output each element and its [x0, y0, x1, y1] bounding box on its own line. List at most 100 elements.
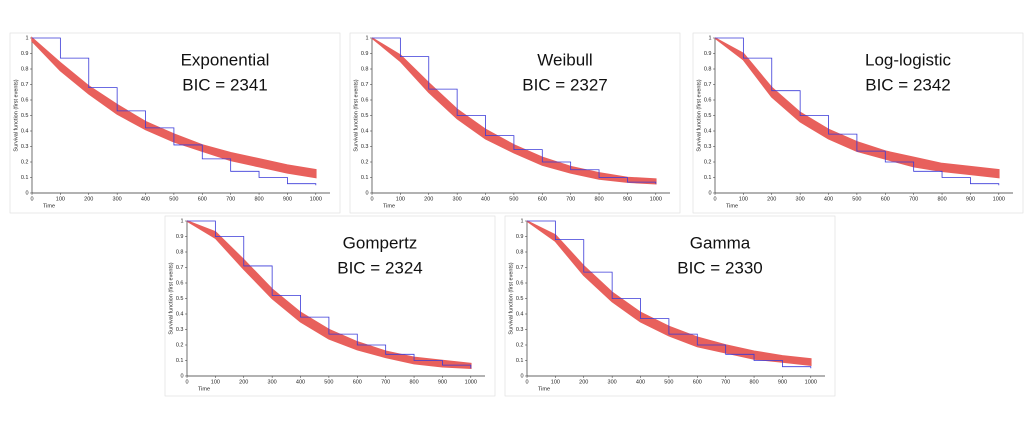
y-tick-label: 0.7 [176, 265, 184, 271]
y-axis-label: Survival function (first events) [696, 79, 702, 151]
y-tick-label: 0 [520, 373, 523, 379]
x-axis-label: Time [198, 386, 210, 392]
y-tick-label: 0.1 [21, 175, 29, 181]
x-tick-label: 200 [424, 196, 433, 202]
model-name: Weibull [537, 50, 592, 69]
y-tick-label: 0.9 [704, 51, 712, 57]
y-tick-label: 0.6 [21, 97, 29, 103]
km-curve [372, 37, 657, 184]
y-tick-label: 0.6 [516, 280, 524, 286]
y-tick-label: 0.9 [21, 51, 29, 57]
km-curve [715, 37, 1000, 186]
y-tick-label: 0.6 [361, 97, 369, 103]
y-tick-label: 0 [25, 190, 28, 196]
y-tick-label: 0.8 [704, 66, 712, 72]
x-tick-label: 100 [551, 379, 560, 385]
y-tick-label: 0.8 [176, 249, 184, 255]
y-axis-label: Survival function (first events) [353, 79, 359, 151]
y-tick-label: 0 [180, 373, 183, 379]
y-tick-label: 0.4 [516, 311, 524, 317]
y-tick-label: 0.1 [176, 358, 184, 364]
x-axis-label: Time [43, 203, 55, 209]
x-tick-label: 1000 [993, 196, 1005, 202]
x-tick-label: 600 [353, 379, 362, 385]
bic-value: BIC = 2330 [677, 258, 763, 277]
x-tick-label: 300 [268, 379, 277, 385]
y-tick-label: 0.2 [704, 159, 712, 165]
y-tick-label: 0.3 [704, 144, 712, 150]
y-tick-label: 0.7 [21, 82, 29, 88]
km-curve [32, 37, 317, 186]
x-tick-label: 1000 [465, 379, 477, 385]
x-tick-label: 700 [909, 196, 918, 202]
model-name: Gamma [690, 233, 751, 252]
y-tick-label: 0.5 [704, 113, 712, 119]
model-name: Gompertz [343, 233, 418, 252]
x-tick-label: 100 [56, 196, 65, 202]
y-tick-label: 0.1 [704, 175, 712, 181]
x-tick-label: 0 [370, 196, 373, 202]
x-axis-label: Time [538, 386, 550, 392]
y-tick-label: 0.9 [516, 234, 524, 240]
x-tick-label: 800 [409, 379, 418, 385]
x-tick-label: 400 [481, 196, 490, 202]
x-tick-label: 300 [113, 196, 122, 202]
x-tick-label: 0 [713, 196, 716, 202]
y-tick-label: 0.2 [516, 342, 524, 348]
y-tick-label: 0.2 [361, 159, 369, 165]
y-tick-label: 0.8 [516, 249, 524, 255]
x-tick-label: 300 [453, 196, 462, 202]
panel: 0 0.1 0.2 0.3 0.4 0.5 0.6 0.7 0.8 0.9 1 0 100 200 300 4… [504, 215, 836, 397]
y-tick-label: 0.3 [176, 327, 184, 333]
y-tick-label: 0.8 [21, 66, 29, 72]
x-tick-label: 900 [438, 379, 447, 385]
y-tick-label: 0.6 [176, 280, 184, 286]
x-tick-label: 1000 [805, 379, 817, 385]
y-tick-label: 1 [708, 35, 711, 41]
x-tick-label: 600 [538, 196, 547, 202]
panel: 0 0.1 0.2 0.3 0.4 0.5 0.6 0.7 0.8 0.9 1 0 100 200 300 4… [692, 32, 1024, 214]
x-tick-label: 300 [608, 379, 617, 385]
confidence-band [371, 37, 657, 185]
x-tick-label: 1000 [650, 196, 662, 202]
panel: 0 0.1 0.2 0.3 0.4 0.5 0.6 0.7 0.8 0.9 1 0 100 200 300 4… [349, 32, 681, 214]
x-tick-label: 500 [852, 196, 861, 202]
x-tick-label: 600 [881, 196, 890, 202]
y-tick-label: 0.5 [516, 296, 524, 302]
y-tick-label: 0.8 [361, 66, 369, 72]
model-name: Log-logistic [865, 50, 951, 69]
x-tick-label: 0 [185, 379, 188, 385]
x-tick-label: 100 [396, 196, 405, 202]
panel-frame [504, 215, 836, 397]
km-curve [187, 220, 472, 369]
x-tick-label: 300 [796, 196, 805, 202]
panel-frame [164, 215, 496, 397]
model-name: Exponential [181, 50, 270, 69]
x-tick-label: 400 [636, 379, 645, 385]
x-tick-label: 0 [30, 196, 33, 202]
x-tick-label: 800 [937, 196, 946, 202]
x-tick-label: 600 [198, 196, 207, 202]
y-tick-label: 0.5 [176, 296, 184, 302]
x-tick-label: 900 [283, 196, 292, 202]
bic-value: BIC = 2327 [522, 75, 608, 94]
panel-frame [9, 32, 341, 214]
y-tick-label: 0.3 [21, 144, 29, 150]
x-axis-label: Time [383, 203, 395, 209]
y-tick-label: 0.4 [361, 128, 369, 134]
y-tick-label: 0.1 [516, 358, 524, 364]
x-tick-label: 400 [296, 379, 305, 385]
x-tick-label: 200 [239, 379, 248, 385]
y-axis-label: Survival function (first events) [168, 262, 174, 334]
x-tick-label: 800 [594, 196, 603, 202]
x-tick-label: 900 [623, 196, 632, 202]
x-tick-label: 200 [84, 196, 93, 202]
x-tick-label: 400 [824, 196, 833, 202]
y-tick-label: 0.4 [21, 128, 29, 134]
x-tick-label: 900 [966, 196, 975, 202]
x-tick-label: 900 [778, 379, 787, 385]
y-tick-label: 0.2 [176, 342, 184, 348]
x-tick-label: 700 [226, 196, 235, 202]
x-tick-label: 800 [254, 196, 263, 202]
x-tick-label: 200 [767, 196, 776, 202]
